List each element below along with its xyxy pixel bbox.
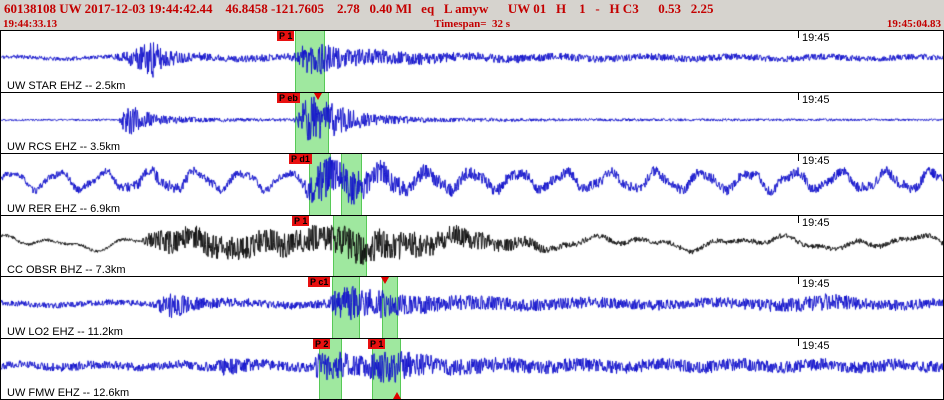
minute-tick xyxy=(798,154,799,161)
timespan-label: Timespan= 32 s xyxy=(433,17,511,30)
trace-panel-obsr[interactable]: 19:45 P 1 CC OBSR BHZ -- 7.3km xyxy=(1,215,943,277)
waveform-canvas[interactable] xyxy=(1,154,943,215)
station-label: UW RER EHZ -- 6.9km xyxy=(7,202,121,215)
minute-label: 19:45 xyxy=(802,339,830,352)
trace-panel-rer[interactable]: 19:45 P d1 UW RER EHZ -- 6.9km xyxy=(1,154,943,216)
trace-panels: 19:45 P 1 UW STAR EHZ -- 2.5km 19:45 P eb UW … xyxy=(0,30,944,400)
pick-marker[interactable] xyxy=(314,92,322,100)
window-end-time: 19:45:04.83 xyxy=(886,17,941,30)
time-range-bar: 19:44:33.13 Timespan= 32 s 19:45:04.83 xyxy=(0,17,944,30)
minute-tick xyxy=(798,277,799,284)
trace-panel-rcs[interactable]: 19:45 P eb UW RCS EHZ -- 3.5km xyxy=(1,92,943,154)
p-pick-flag[interactable]: P 1 xyxy=(292,215,310,226)
event-summary-text: 60138108 UW 2017-12-03 19:44:42.44 46.84… xyxy=(4,0,714,16)
p-pick-flag[interactable]: P 2 xyxy=(313,338,331,349)
waveform-canvas[interactable] xyxy=(1,338,943,399)
station-label: UW FMW EHZ -- 12.6km xyxy=(7,387,130,399)
p-pick-flag[interactable]: P d1 xyxy=(289,154,312,164)
p-pick-flag[interactable]: P 1 xyxy=(277,31,295,41)
minute-label: 19:45 xyxy=(802,216,830,229)
minute-label: 19:45 xyxy=(802,32,830,44)
minute-tick xyxy=(798,92,799,100)
minute-label: 19:45 xyxy=(802,155,830,167)
pick-marker[interactable] xyxy=(393,392,401,399)
station-label: CC OBSR BHZ -- 7.3km xyxy=(7,264,126,276)
minute-label: 19:45 xyxy=(802,93,830,106)
waveform-canvas[interactable] xyxy=(1,92,943,154)
pick-marker[interactable] xyxy=(381,277,389,284)
waveform-canvas[interactable] xyxy=(1,31,943,92)
event-summary-bar: 60138108 UW 2017-12-03 19:44:42.44 46.84… xyxy=(0,0,944,17)
trace-panel-lo2[interactable]: 19:45 P c1 UW LO2 EHZ -- 11.2km xyxy=(1,277,943,339)
waveform-canvas[interactable] xyxy=(1,277,943,338)
p-pick-flag[interactable]: P c1 xyxy=(308,277,331,287)
window-start-time: 19:44:33.13 xyxy=(3,17,58,30)
station-label: UW RCS EHZ -- 3.5km xyxy=(7,141,121,153)
minute-tick xyxy=(798,338,799,346)
minute-tick xyxy=(798,31,799,38)
waveform-canvas[interactable] xyxy=(1,215,943,277)
station-label: UW STAR EHZ -- 2.5km xyxy=(7,79,126,92)
trace-panel-star[interactable]: 19:45 P 1 UW STAR EHZ -- 2.5km xyxy=(1,31,943,93)
station-label: UW LO2 EHZ -- 11.2km xyxy=(7,325,123,338)
trace-panel-fmw[interactable]: 19:45 P 2 P 1 UW FMW EHZ -- 12.6km xyxy=(1,338,943,399)
minute-tick xyxy=(798,215,799,223)
p-pick-flag[interactable]: P eb xyxy=(277,92,300,103)
minute-label: 19:45 xyxy=(802,278,830,290)
p-pick-flag[interactable]: P 1 xyxy=(368,338,386,349)
